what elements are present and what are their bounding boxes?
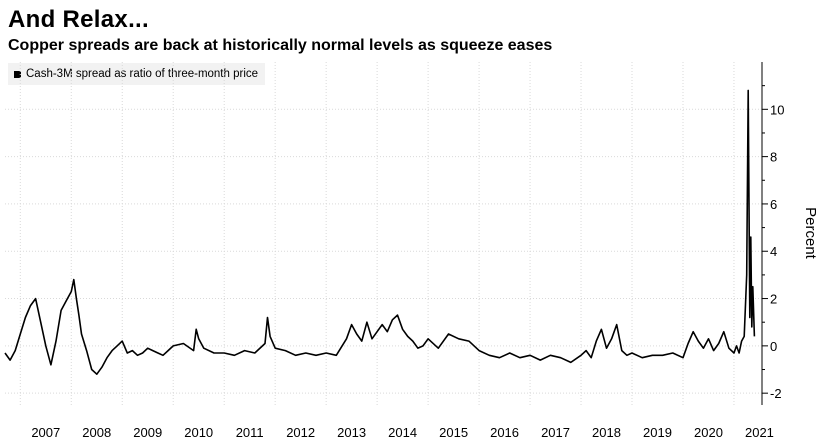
x-tick-label: 2013 (337, 425, 366, 440)
x-tick-label: 2021 (745, 425, 774, 440)
x-tick-label: 2008 (82, 425, 111, 440)
x-tick-label: 2020 (694, 425, 723, 440)
y-tick-label: 2 (770, 292, 777, 307)
series-line (4, 89, 756, 376)
x-tick-label: 2009 (133, 425, 162, 440)
x-tick-label: 2015 (439, 425, 468, 440)
y-tick-label: 10 (770, 102, 784, 117)
y-tick-label: 8 (770, 150, 777, 165)
x-tick-label: 2011 (236, 425, 264, 440)
y-tick-label: -2 (770, 386, 782, 401)
y-tick-label: 0 (770, 339, 777, 354)
x-tick-label: 2017 (541, 425, 570, 440)
legend-label: Cash-3M spread as ratio of three-month p… (26, 68, 259, 80)
y-tick-label: 6 (770, 197, 777, 212)
x-tick-label: 2010 (184, 425, 213, 440)
x-tick-label: 2012 (286, 425, 315, 440)
y-axis-title: Percent (802, 207, 819, 260)
chart-subtitle: Copper spreads are back at historically … (8, 37, 553, 54)
x-tick-label: 2018 (592, 425, 621, 440)
x-tick-label: 2014 (388, 425, 417, 440)
chart-title: And Relax... (8, 6, 149, 33)
x-tick-label: 2019 (643, 425, 672, 440)
x-tick-label: 2016 (490, 425, 519, 440)
y-tick-label: 4 (770, 244, 777, 259)
legend: Cash-3M spread as ratio of three-month p… (8, 63, 266, 85)
legend-swatch-icon (14, 70, 21, 78)
x-tick-label: 2007 (31, 425, 60, 440)
